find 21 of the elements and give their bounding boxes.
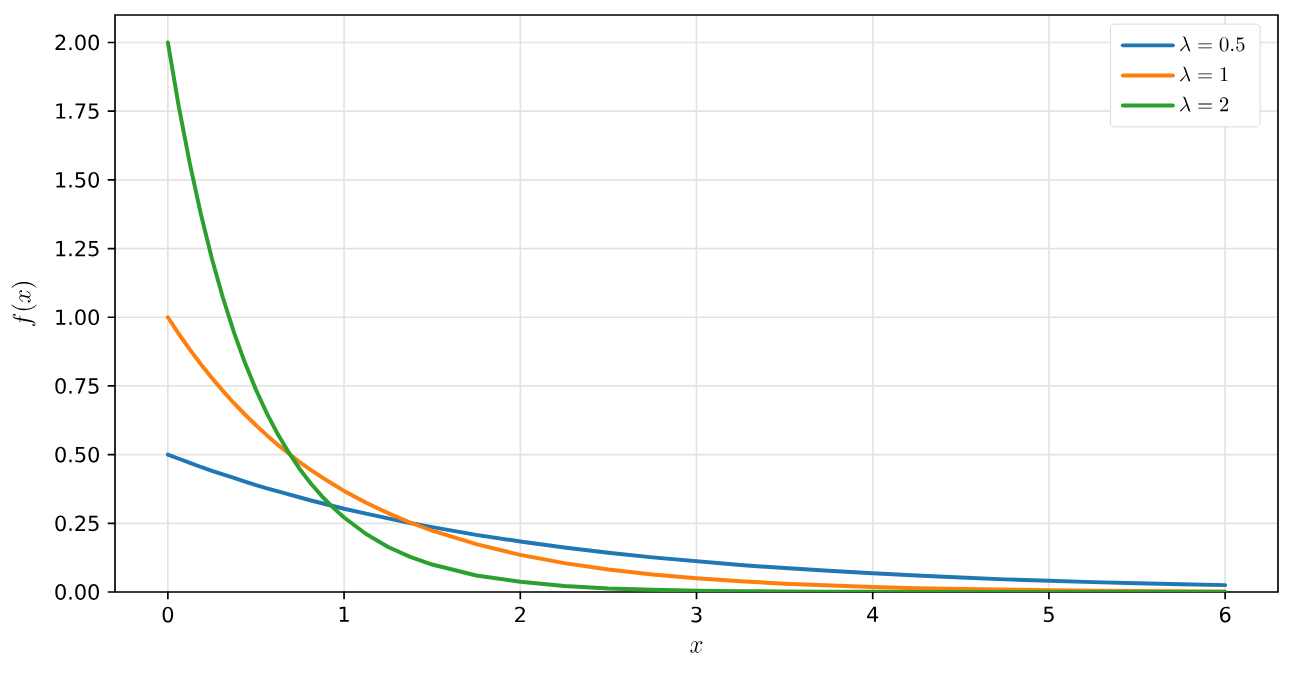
- y-tick-label: 0.75: [55, 378, 99, 394]
- x-tick-label: 0: [162, 606, 174, 623]
- x-tick-label: 2: [515, 606, 525, 623]
- y-tick-label: 1.00: [56, 309, 99, 326]
- x-axis-title: $x$: [690, 641, 703, 653]
- x-tick-label: 6: [1219, 606, 1231, 623]
- legend-label: $\lambda = 0.5$: [1180, 36, 1245, 52]
- x-tick-label: 4: [867, 606, 879, 622]
- y-tick-label: 0.25: [55, 515, 99, 532]
- y-tick-label: 0.50: [55, 446, 99, 463]
- y-tick-label: 2.00: [55, 34, 99, 51]
- y-tick-label: 0.00: [55, 584, 99, 600]
- x-tick-label: 1: [339, 606, 349, 622]
- y-tick-label: 1.75: [56, 103, 99, 119]
- y-tick-label: 1.25: [56, 240, 99, 257]
- legend-label: $\lambda = 2$: [1180, 96, 1229, 112]
- y-tick-label: 1.50: [56, 171, 99, 188]
- y-axis-title: $f(x)$: [11, 282, 37, 327]
- x-tick-label: 3: [691, 606, 702, 623]
- legend-label: $\lambda = 1$: [1180, 66, 1228, 82]
- x-tick-label: 5: [1043, 606, 1054, 623]
